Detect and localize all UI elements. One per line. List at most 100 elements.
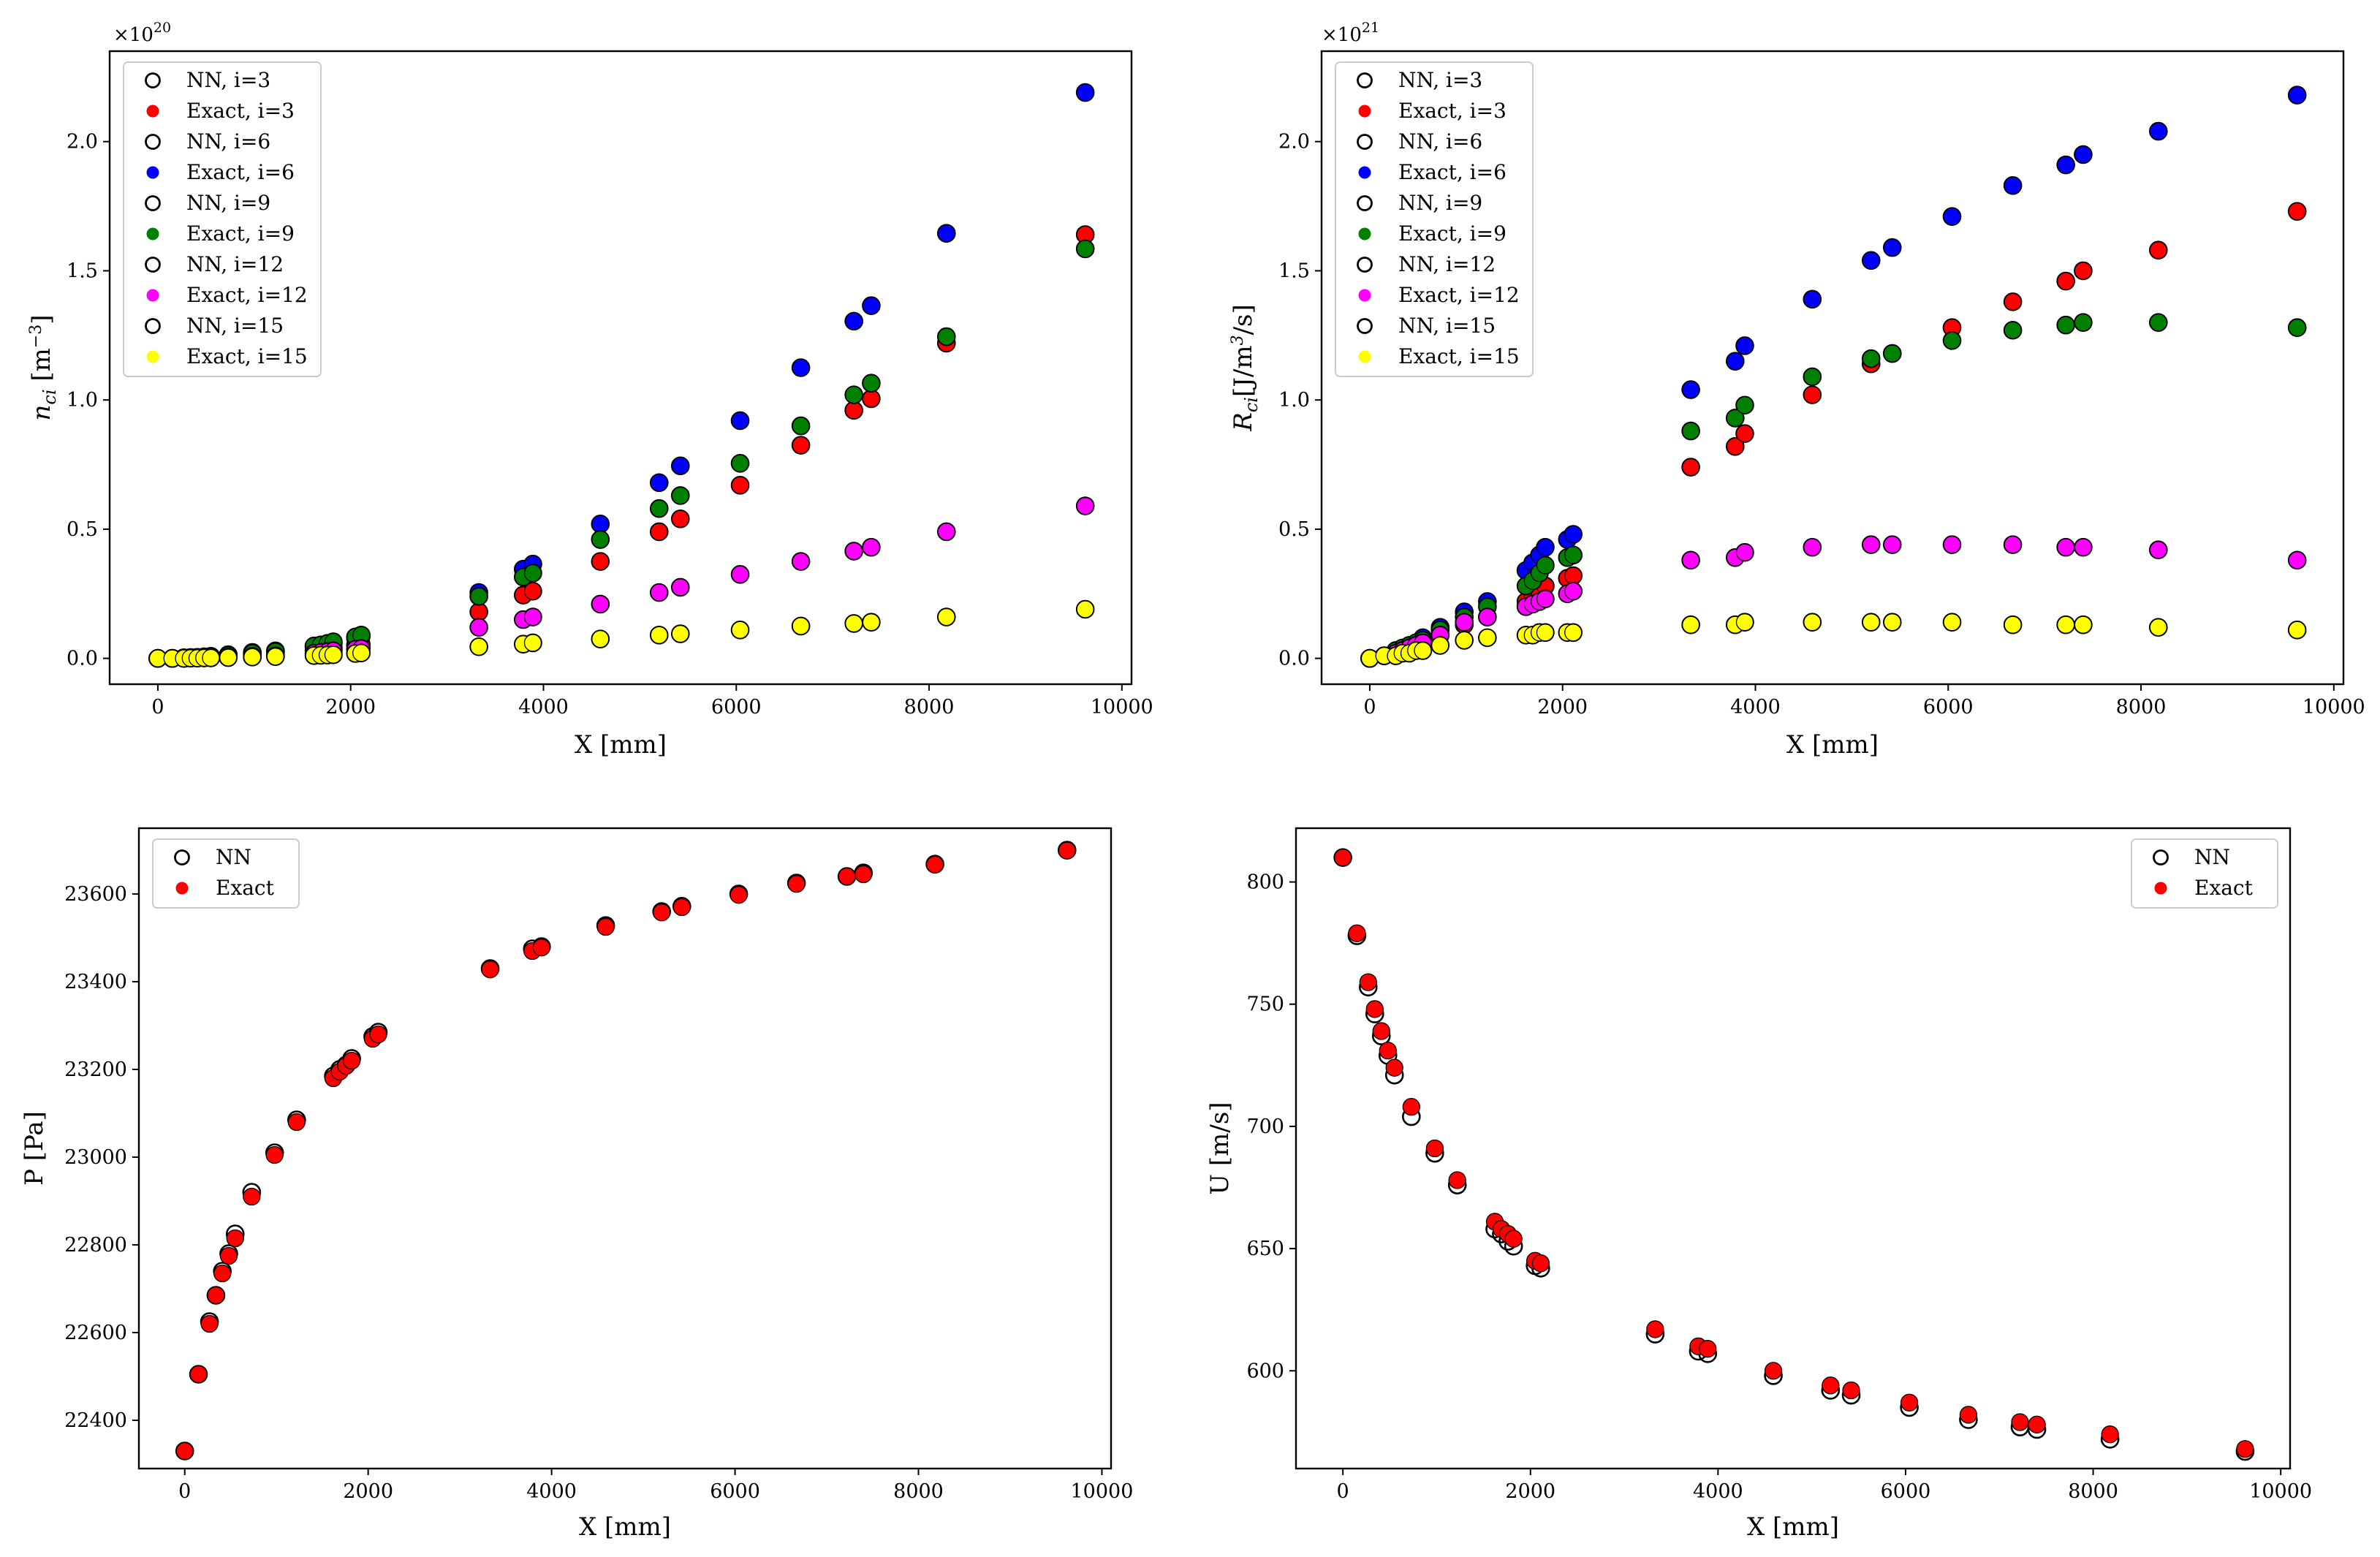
pressure-point-exact [226,1229,244,1248]
rci-xtick-label: 6000 [1923,696,1974,719]
velocity-ylabel: U [m/s] [1205,1102,1235,1194]
velocity-ticks: 0 2000 4000 6000 8000 10000 600 650 700 750 800 [1246,871,2312,1503]
pressure-xtick-label: 8000 [893,1480,944,1503]
pressure-ytick-label: 23000 [64,1146,127,1169]
nci-point-exact-i-6 [650,474,668,492]
nci-points [148,83,1095,668]
rci-point-exact-i-12 [2057,538,2075,556]
rci-point-exact-i-3 [2288,202,2306,221]
nci-point-exact-i-15 [862,613,881,632]
rci-xtick-label: 0 [1363,696,1376,719]
velocity-point-exact [2101,1425,2119,1444]
nci-point-exact-i-15 [266,648,284,666]
nci-point-exact-i-15 [591,629,610,648]
rci-legend-marker [1357,257,1373,273]
rci-point-exact-i-15 [2149,618,2167,637]
pressure-point-exact [369,1025,387,1044]
rci-point-exact-i-3 [1726,437,1744,455]
rci-point-exact-i-12 [1564,582,1583,600]
pressure-xtick-label: 10000 [1070,1480,1133,1503]
nci-point-exact-i-6 [845,312,863,330]
rci-point-exact-i-12 [1536,590,1555,608]
nci-point-exact-i-6 [671,457,689,475]
rci-ytick-label: 0.0 [1278,648,1310,670]
pressure-ylabel: P [Pa] [20,1111,49,1186]
nci-point-exact-i-15 [202,648,220,667]
velocity-point-exact [1348,924,1366,942]
rci-point-exact-i-15 [1862,613,1880,632]
nci-point-exact-i-15 [1076,600,1094,618]
nci-legend-marker [146,227,159,240]
velocity-point-exact [1699,1340,1717,1358]
nci-point-exact-i-3 [792,436,810,455]
rci-point-exact-i-6 [1564,525,1583,544]
rci-point-exact-i-12 [2074,538,2093,556]
nci-xtick-label: 0 [151,696,164,719]
nci-point-exact-i-12 [937,523,955,541]
velocity-xtick-label: 10000 [2249,1480,2312,1503]
pressure-point-exact [787,875,806,893]
nci-xtick-label: 10000 [1091,696,1153,719]
pressure-point-exact [342,1051,361,1070]
rci-ylabel: Rci[J/m3/s] [1229,304,1262,432]
velocity-point-exact [1425,1139,1444,1158]
rci-points [1360,86,2307,668]
pressure-panel: X [mm] P [Pa] 0 2000 4000 6000 8000 10000 2240… [20,827,1133,1542]
nci-xlabel: X [mm] [575,730,667,759]
rci-point-exact-i-9 [2004,321,2022,339]
velocity-point-exact [1822,1376,1840,1395]
nci-legend-marker [145,195,161,211]
nci-legend-label: Exact, i=15 [186,344,308,368]
pressure-point-exact [200,1314,219,1333]
nci-point-exact-i-12 [731,565,749,583]
rci-point-exact-i-6 [2004,176,2022,194]
nci-legend-marker [145,257,161,273]
pressure-point-exact [265,1145,284,1164]
rci-point-exact-i-15 [1478,629,1496,647]
rci-point-exact-i-9 [1943,331,1961,350]
velocity-point-exact [1959,1406,1978,1424]
velocity-point-exact [2028,1415,2046,1433]
rci-point-exact-i-9 [1564,546,1583,564]
nci-ytick-label: 1.0 [67,389,98,412]
rci-point-exact-i-6 [2149,122,2167,140]
rci-legend-marker [1358,105,1371,118]
pressure-xtick-label: 0 [178,1480,191,1503]
velocity-ytick-label: 750 [1246,993,1284,1016]
nci-point-exact-i-9 [671,486,689,505]
pressure-ytick-label: 23200 [64,1058,127,1081]
rci-legend: NN, i=3 Exact, i=3 NN, i=6 Exact, i=6 NN, i=… [1335,61,1534,377]
rci-point-exact-i-9 [1536,556,1555,575]
velocity-xlabel: X [mm] [1747,1512,1839,1542]
rci-panel: ×1021 X [mm] Rci[J/m3/s] 0 2000 4000 6000 80… [1229,20,2365,759]
nci-point-exact-i-15 [845,614,863,633]
rci-legend-marker [1357,318,1373,334]
rci-legend-marker [1358,166,1371,179]
rci-point-exact-i-12 [2288,551,2306,569]
nci-xtick-label: 2000 [325,696,376,719]
velocity-point-exact [2011,1413,2029,1431]
velocity-xtick-label: 2000 [1505,1480,1555,1503]
velocity-plot-frame [1295,827,2292,1470]
rci-legend-marker [1357,195,1373,211]
rci-point-exact-i-12 [1862,535,1880,554]
nci-point-exact-i-9 [792,417,810,435]
rci-point-exact-i-15 [1943,613,1961,632]
rci-point-exact-i-9 [2057,316,2075,334]
pressure-ticks: 0 2000 4000 6000 8000 10000 22400 22600 22800 230… [64,883,1133,1503]
rci-point-exact-i-12 [2004,535,2022,554]
rci-point-exact-i-15 [1735,613,1754,632]
velocity-legend-marker [2153,849,2169,865]
rci-point-exact-i-6 [1536,538,1555,556]
velocity-point-exact [2236,1440,2254,1458]
rci-legend-label: NN, i=3 [1398,68,1482,92]
pressure-legend-marker [175,882,189,895]
rci-point-exact-i-6 [1726,352,1744,371]
rci-ytick-label: 1.5 [1278,260,1310,282]
pressure-xtick-label: 6000 [710,1480,760,1503]
rci-ytick-label: 1.0 [1278,389,1310,412]
rci-legend-label: NN, i=15 [1398,314,1496,338]
pressure-point-exact [672,898,691,917]
pressure-point-exact [175,1442,194,1461]
